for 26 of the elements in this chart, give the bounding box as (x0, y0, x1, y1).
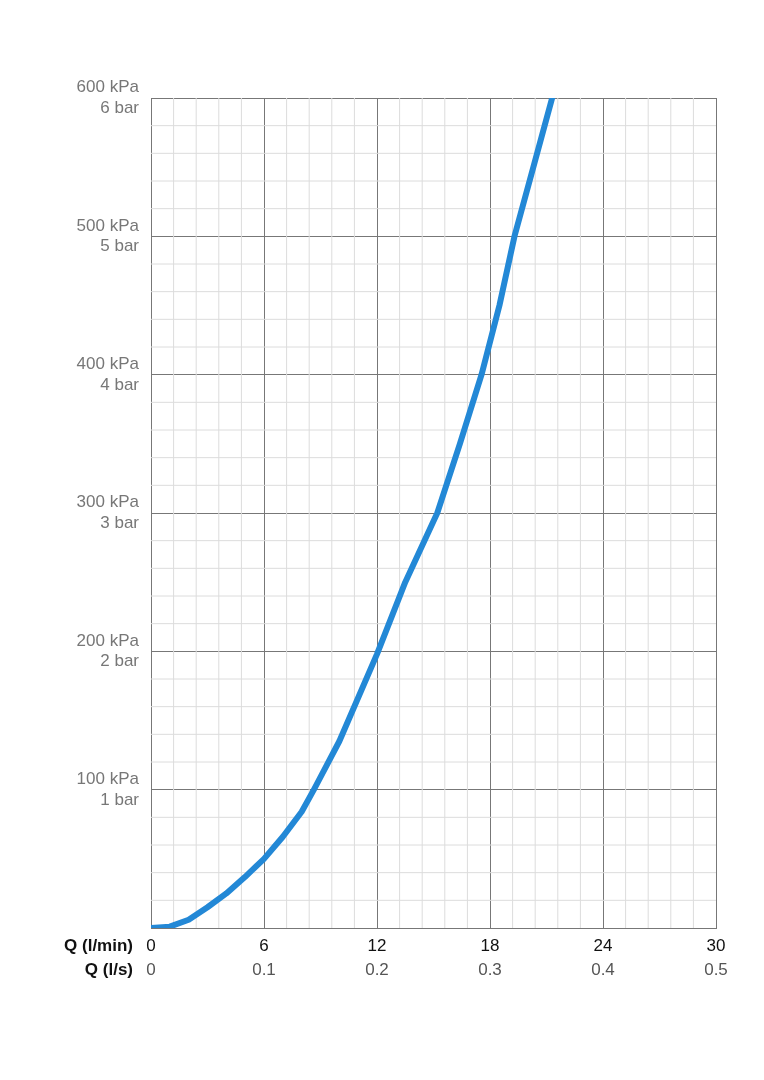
x2-tick-label: 0 (146, 959, 156, 979)
x2-tick-label: 0.3 (478, 959, 502, 979)
y2-tick-label: 4 bar (100, 374, 140, 394)
x-tick-label: 0 (146, 935, 156, 955)
y2-tick-label: 2 bar (100, 651, 140, 671)
x2-tick-label: 0.1 (252, 959, 276, 979)
x-tick-label: 12 (367, 935, 387, 955)
y-tick-label: 500 kPa (76, 215, 140, 235)
y-tick-label: 100 kPa (76, 769, 140, 789)
y-tick-label: 400 kPa (76, 354, 140, 374)
y2-tick-label: 1 bar (100, 789, 140, 809)
x-tick-label: 18 (480, 935, 500, 955)
x2-tick-label: 0.5 (704, 959, 728, 979)
y2-tick-label: 3 bar (100, 512, 140, 532)
x-tick-label: 30 (706, 935, 726, 955)
x-tick-label: 6 (259, 935, 269, 955)
x2-axis-title: Q (l/s) (84, 959, 133, 979)
y-tick-label: 300 kPa (76, 492, 140, 512)
x2-tick-label: 0.2 (365, 959, 389, 979)
x-axis-title: Q (l/min) (64, 935, 133, 955)
y-tick-label: 200 kPa (76, 630, 140, 650)
y-tick-label: 600 kPa (76, 77, 140, 97)
x-tick-label: 24 (593, 935, 613, 955)
x2-tick-label: 0.4 (591, 959, 615, 979)
y2-tick-label: 5 bar (100, 236, 140, 256)
y2-tick-label: 6 bar (100, 97, 140, 117)
